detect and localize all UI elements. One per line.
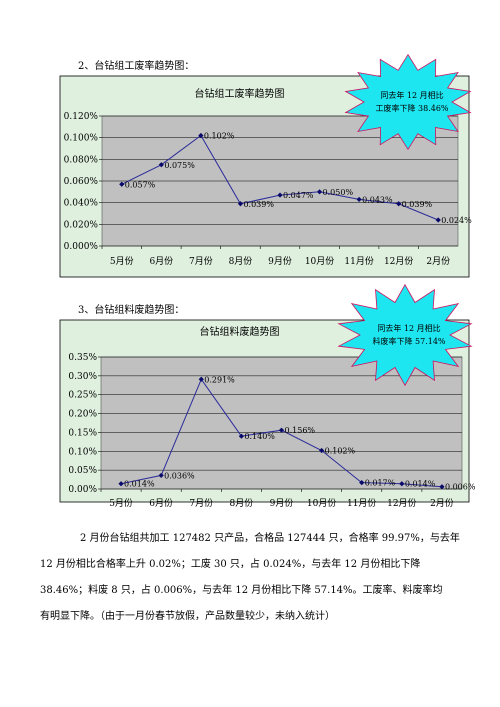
data-label: 0.039% bbox=[243, 200, 274, 209]
data-point bbox=[119, 181, 125, 187]
x-tick-label: 12月份 bbox=[387, 497, 416, 509]
callout-line-1: 同去年 12 月相比 bbox=[380, 90, 443, 100]
y-tick-label: 0.30% bbox=[68, 372, 97, 382]
y-tick-label: 0.040% bbox=[64, 199, 99, 209]
y-tick-label: 0.120% bbox=[64, 112, 99, 122]
section-heading-scrap-rate: 2、台钻组工废率趋势图： bbox=[78, 61, 195, 72]
x-tick-label: 5月份 bbox=[109, 497, 133, 509]
data-point bbox=[238, 433, 244, 439]
data-label: 0.036% bbox=[164, 471, 195, 480]
x-tick-label: 11月份 bbox=[344, 255, 373, 267]
callout-line-2: 料废率下降 57.14% bbox=[372, 336, 445, 346]
x-tick-label: 7月份 bbox=[189, 497, 213, 509]
callout-starburst bbox=[337, 283, 473, 387]
callout-line-1: 同去年 12 月相比 bbox=[377, 323, 440, 333]
data-label: 0.039% bbox=[402, 200, 433, 209]
data-point bbox=[158, 472, 164, 479]
chart-title: 台钻组工废率趋势图 bbox=[195, 87, 285, 100]
x-tick-label: 9月份 bbox=[268, 255, 292, 267]
summary-line-2: 12 月份相比合格率上升 0.02%；工废 30 只，占 0.024%，与去年 … bbox=[40, 559, 421, 570]
y-tick-label: 0.10% bbox=[68, 447, 97, 457]
x-tick-label: 7月份 bbox=[189, 255, 213, 267]
data-point bbox=[359, 479, 365, 486]
x-tick-label: 6月份 bbox=[149, 497, 173, 509]
x-tick-label: 10月份 bbox=[307, 497, 336, 509]
data-label: 0.291% bbox=[204, 375, 235, 384]
y-tick-label: 0.05% bbox=[68, 466, 97, 476]
y-tick-label: 0.100% bbox=[64, 134, 99, 144]
summary-line-1: 2 月份台钻组共加工 127482 只产品，合格品 127444 只，合格率 9… bbox=[80, 533, 460, 544]
y-tick-label: 0.35% bbox=[68, 353, 97, 363]
data-point bbox=[278, 427, 285, 433]
data-label: 0.014% bbox=[124, 480, 155, 489]
data-label: 0.075% bbox=[164, 161, 195, 170]
data-label: 0.014% bbox=[405, 480, 436, 489]
data-label: 0.017% bbox=[365, 479, 396, 488]
x-tick-label: 2月份 bbox=[430, 497, 454, 509]
data-point bbox=[316, 189, 323, 195]
x-tick-label: 6月份 bbox=[149, 255, 173, 267]
data-label: 0.057% bbox=[125, 180, 156, 189]
chart-1: 台钻组工废率趋势图 0.000% 0.020% 0.040% 0.060% 0.080% 0… bbox=[59, 53, 472, 278]
data-label: 0.102% bbox=[325, 447, 356, 456]
summary-line-4: 有明显下降。（由于一月份春节放假，产品数量较少，未纳入统计） bbox=[40, 611, 335, 622]
data-label: 0.024% bbox=[441, 216, 472, 225]
callout-starburst bbox=[344, 53, 472, 151]
callout-line-2: 工废率下降 38.46% bbox=[375, 103, 448, 113]
section-heading-material-scrap: 3、台钻组料废趋势图： bbox=[78, 305, 185, 316]
data-point bbox=[439, 484, 445, 490]
y-tick-label: 0.060% bbox=[64, 177, 99, 187]
data-label: 0.140% bbox=[244, 432, 275, 441]
y-tick-label: 0.00% bbox=[68, 485, 97, 495]
summary-paragraph: 2 月份台钻组共加工 127482 只产品，合格品 127444 只，合格率 9… bbox=[40, 526, 470, 630]
y-tick-label: 0.25% bbox=[68, 391, 97, 401]
data-label: 0.047% bbox=[283, 191, 314, 200]
data-point bbox=[158, 162, 164, 168]
x-tick-label: 8月份 bbox=[230, 497, 254, 509]
x-tick-label: 10月份 bbox=[305, 255, 334, 267]
y-tick-label: 0.15% bbox=[68, 428, 97, 438]
data-point bbox=[435, 217, 441, 223]
summary-line-3: 38.46%；料废 8 只，占 0.006%，与去年 12 月份相比下降 57.… bbox=[40, 585, 443, 596]
x-tick-label: 2月份 bbox=[426, 255, 450, 267]
data-point bbox=[237, 201, 244, 207]
x-tick-label: 12月份 bbox=[384, 255, 413, 267]
data-point bbox=[399, 481, 405, 487]
y-tick-label: 0.000% bbox=[64, 242, 99, 252]
data-point bbox=[198, 376, 204, 382]
data-label: 0.043% bbox=[362, 195, 393, 204]
data-point bbox=[396, 201, 402, 207]
data-point bbox=[118, 481, 124, 487]
chart-title: 台钻组料废趋势图 bbox=[200, 325, 280, 338]
data-label: 0.156% bbox=[285, 426, 316, 435]
y-tick-label: 0.020% bbox=[64, 220, 99, 230]
data-label: 0.006% bbox=[445, 483, 476, 492]
data-point bbox=[198, 132, 204, 139]
data-label: 0.050% bbox=[323, 188, 354, 197]
x-tick-label: 5月份 bbox=[110, 255, 134, 267]
data-point bbox=[277, 192, 283, 198]
data-point bbox=[356, 196, 362, 203]
x-tick-label: 9月份 bbox=[270, 497, 294, 509]
y-tick-label: 0.080% bbox=[64, 155, 99, 165]
data-label: 0.102% bbox=[204, 132, 235, 141]
x-tick-label: 8月份 bbox=[229, 255, 253, 267]
x-tick-label: 11月份 bbox=[347, 497, 376, 509]
data-point bbox=[319, 447, 325, 454]
y-tick-label: 0.20% bbox=[68, 410, 97, 420]
chart-2: 台钻组料废趋势图 0.00% 0.05% 0.10% 0.15% 0.20% 0.25% 0.… bbox=[59, 283, 476, 509]
